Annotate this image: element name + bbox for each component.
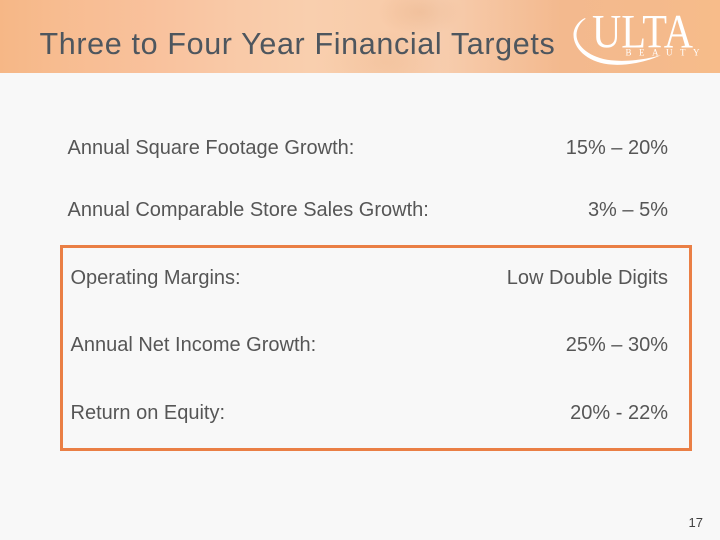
svg-text:BEAUTY: BEAUTY [626,48,708,58]
svg-text:ULTA: ULTA [592,8,693,59]
